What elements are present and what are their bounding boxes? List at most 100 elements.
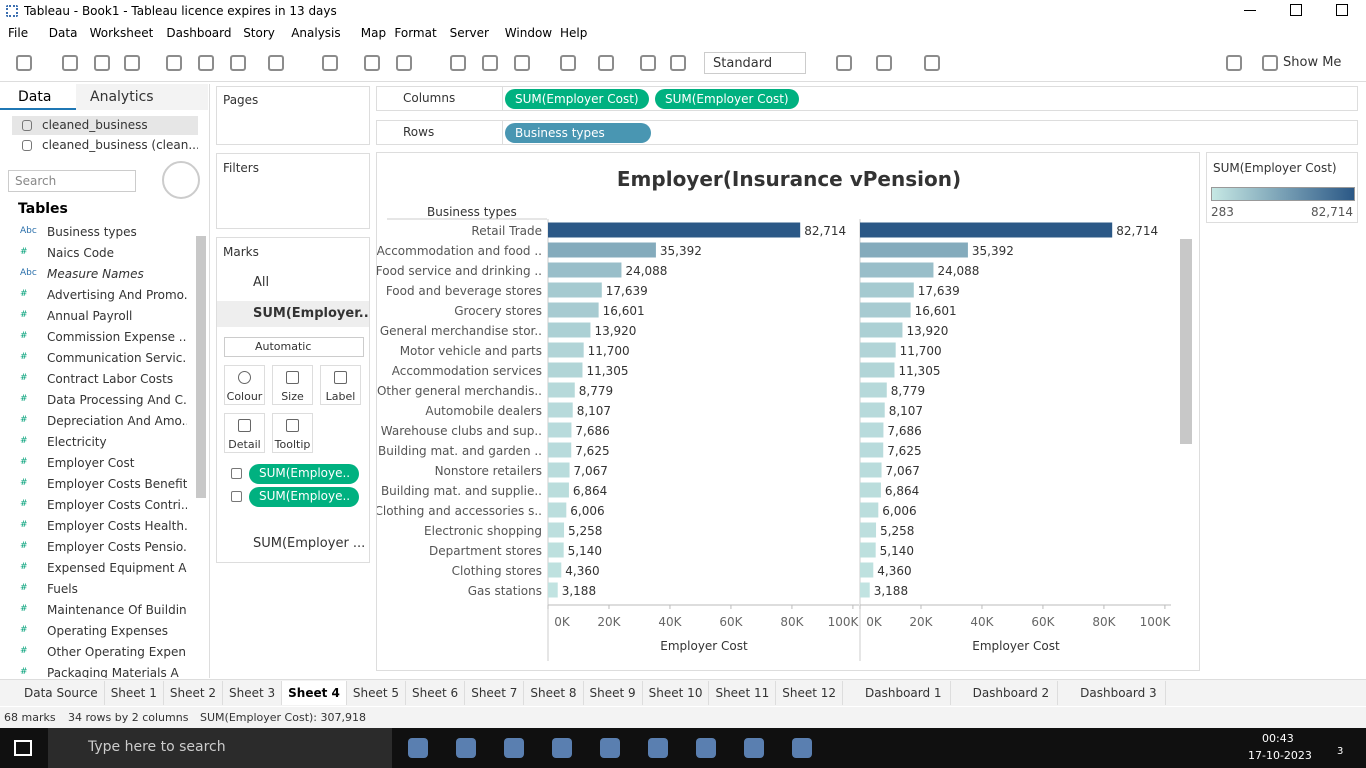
- sheet-tab[interactable]: Data Source: [0, 681, 105, 705]
- field[interactable]: Naics Code: [47, 246, 115, 260]
- window-control[interactable]: [1244, 4, 1256, 11]
- marks-tab[interactable]: SUM(Employer ...: [253, 536, 366, 551]
- sheet-tab[interactable]: Sheet 1: [105, 681, 164, 705]
- menu-item[interactable]: Window: [504, 26, 553, 40]
- shelf-pill[interactable]: SUM(Employer Cost): [505, 89, 649, 109]
- field[interactable]: Employer Costs Contri...: [47, 498, 187, 512]
- menu-item[interactable]: Analysis: [291, 26, 341, 40]
- sheet-tab[interactable]: Sheet 10: [643, 681, 710, 705]
- toolbar-button[interactable]: [62, 55, 78, 71]
- field[interactable]: Commission Expense ...: [47, 330, 187, 344]
- toolbar-button[interactable]: [322, 55, 338, 71]
- toolbar-button[interactable]: [166, 55, 182, 71]
- toolbar-button[interactable]: [598, 55, 614, 71]
- field[interactable]: Communication Servic...: [47, 351, 187, 365]
- taskbar-app[interactable]: [456, 738, 476, 758]
- field[interactable]: Employer Costs Benefits: [47, 477, 187, 491]
- toolbar-button[interactable]: [198, 55, 214, 71]
- sheet-tab[interactable]: Sheet 7: [465, 681, 525, 705]
- field[interactable]: Fuels: [47, 582, 78, 596]
- toolbar-button[interactable]: [514, 55, 530, 71]
- toolbar-button[interactable]: [670, 55, 686, 71]
- field[interactable]: Employer Costs Health...: [47, 519, 187, 533]
- sheet-tab[interactable]: Sheet 4: [282, 681, 347, 705]
- field[interactable]: Contract Labor Costs: [47, 372, 174, 386]
- sheet-tab[interactable]: Dashboard 3: [1058, 681, 1166, 705]
- sheet-tab[interactable]: Sheet 11: [709, 681, 777, 705]
- marks-pill[interactable]: SUM(Employe..: [249, 464, 359, 484]
- marks-button[interactable]: Label: [320, 365, 361, 405]
- toolbar-button[interactable]: [124, 55, 140, 71]
- field[interactable]: Employer Cost: [47, 456, 135, 470]
- sheet-tab[interactable]: Sheet 6: [406, 681, 466, 705]
- field[interactable]: Measure Names: [47, 267, 144, 281]
- marks-button[interactable]: Colour: [224, 365, 265, 405]
- marks-all[interactable]: All: [253, 275, 270, 290]
- toolbar-button[interactable]: [560, 55, 576, 71]
- toolbar-button[interactable]: [396, 55, 412, 71]
- start-button[interactable]: [14, 740, 32, 756]
- field[interactable]: Other Operating Expen...: [47, 645, 187, 659]
- sheet-tab[interactable]: Sheet 3: [223, 681, 283, 705]
- taskbar-app[interactable]: [408, 738, 428, 758]
- search-box[interactable]: Search: [8, 170, 136, 192]
- toolbar-button[interactable]: [94, 55, 110, 71]
- sheet-tab[interactable]: Dashboard 1: [843, 681, 951, 705]
- toolbar-button[interactable]: [450, 55, 466, 71]
- sheet-tab[interactable]: Sheet 5: [347, 681, 407, 705]
- window-control[interactable]: [1336, 4, 1348, 16]
- menu-item[interactable]: Story: [243, 26, 275, 40]
- toolbar-button[interactable]: [924, 55, 940, 71]
- shelf-pill[interactable]: SUM(Employer Cost): [655, 89, 799, 109]
- taskbar-app[interactable]: [552, 738, 572, 758]
- menu-item[interactable]: Format: [394, 26, 437, 40]
- field[interactable]: Electricity: [47, 435, 107, 449]
- toolbar-button[interactable]: [1262, 55, 1278, 71]
- toolbar-button[interactable]: [1226, 55, 1242, 71]
- menu-item[interactable]: Dashboard: [166, 26, 232, 40]
- field[interactable]: Annual Payroll: [47, 309, 133, 323]
- menu-item[interactable]: File: [8, 26, 29, 40]
- marks-tab[interactable]: SUM(Employer...: [217, 301, 369, 327]
- mark-type[interactable]: Automatic: [224, 337, 364, 357]
- sheet-tab[interactable]: Sheet 12: [776, 681, 844, 705]
- toolbar-button[interactable]: [16, 55, 32, 71]
- taskbar-app[interactable]: [696, 738, 716, 758]
- data-source[interactable]: cleaned_business: [12, 116, 198, 135]
- menu-item[interactable]: Worksheet: [89, 26, 154, 40]
- toolbar-button[interactable]: [876, 55, 892, 71]
- sheet-tab[interactable]: Sheet 9: [584, 681, 643, 705]
- menu-item[interactable]: Data: [48, 26, 78, 40]
- menu-item[interactable]: Help: [560, 26, 588, 40]
- window-control[interactable]: [1290, 4, 1302, 16]
- field[interactable]: Expensed Equipment A...: [47, 561, 187, 575]
- data-source[interactable]: cleaned_business (clean...: [42, 138, 198, 152]
- taskbar-app[interactable]: [744, 738, 764, 758]
- field[interactable]: Maintenance Of Buildin...: [47, 603, 187, 617]
- menu-item[interactable]: Map: [360, 26, 387, 40]
- sheet-tab[interactable]: Dashboard 2: [951, 681, 1059, 705]
- show-me[interactable]: Show Me: [1283, 55, 1342, 70]
- toolbar-button[interactable]: [230, 55, 246, 71]
- taskbar-app[interactable]: [504, 738, 524, 758]
- toolbar-button[interactable]: [640, 55, 656, 71]
- field[interactable]: Employer Costs Pensio...: [47, 540, 187, 554]
- notification-count[interactable]: 3: [1337, 746, 1344, 757]
- view-toggle[interactable]: [162, 161, 200, 199]
- field[interactable]: Operating Expenses: [47, 624, 168, 638]
- field[interactable]: Business types: [47, 225, 137, 239]
- marks-button[interactable]: Size: [272, 365, 313, 405]
- data-tab[interactable]: Data: [0, 84, 76, 110]
- shelf-pill[interactable]: Business types: [505, 123, 651, 143]
- field[interactable]: Packaging Materials A: [47, 666, 179, 678]
- taskbar-app[interactable]: [600, 738, 620, 758]
- toolbar-button[interactable]: [364, 55, 380, 71]
- menu-item[interactable]: Server: [449, 26, 489, 40]
- sheet-tab[interactable]: Sheet 8: [524, 681, 584, 705]
- toolbar-button[interactable]: [268, 55, 284, 71]
- field[interactable]: Data Processing And C...: [47, 393, 187, 407]
- toolbar-button[interactable]: [836, 55, 852, 71]
- field[interactable]: Depreciation And Amo...: [47, 414, 187, 428]
- marks-button[interactable]: Detail: [224, 413, 265, 453]
- toolbar-button[interactable]: [482, 55, 498, 71]
